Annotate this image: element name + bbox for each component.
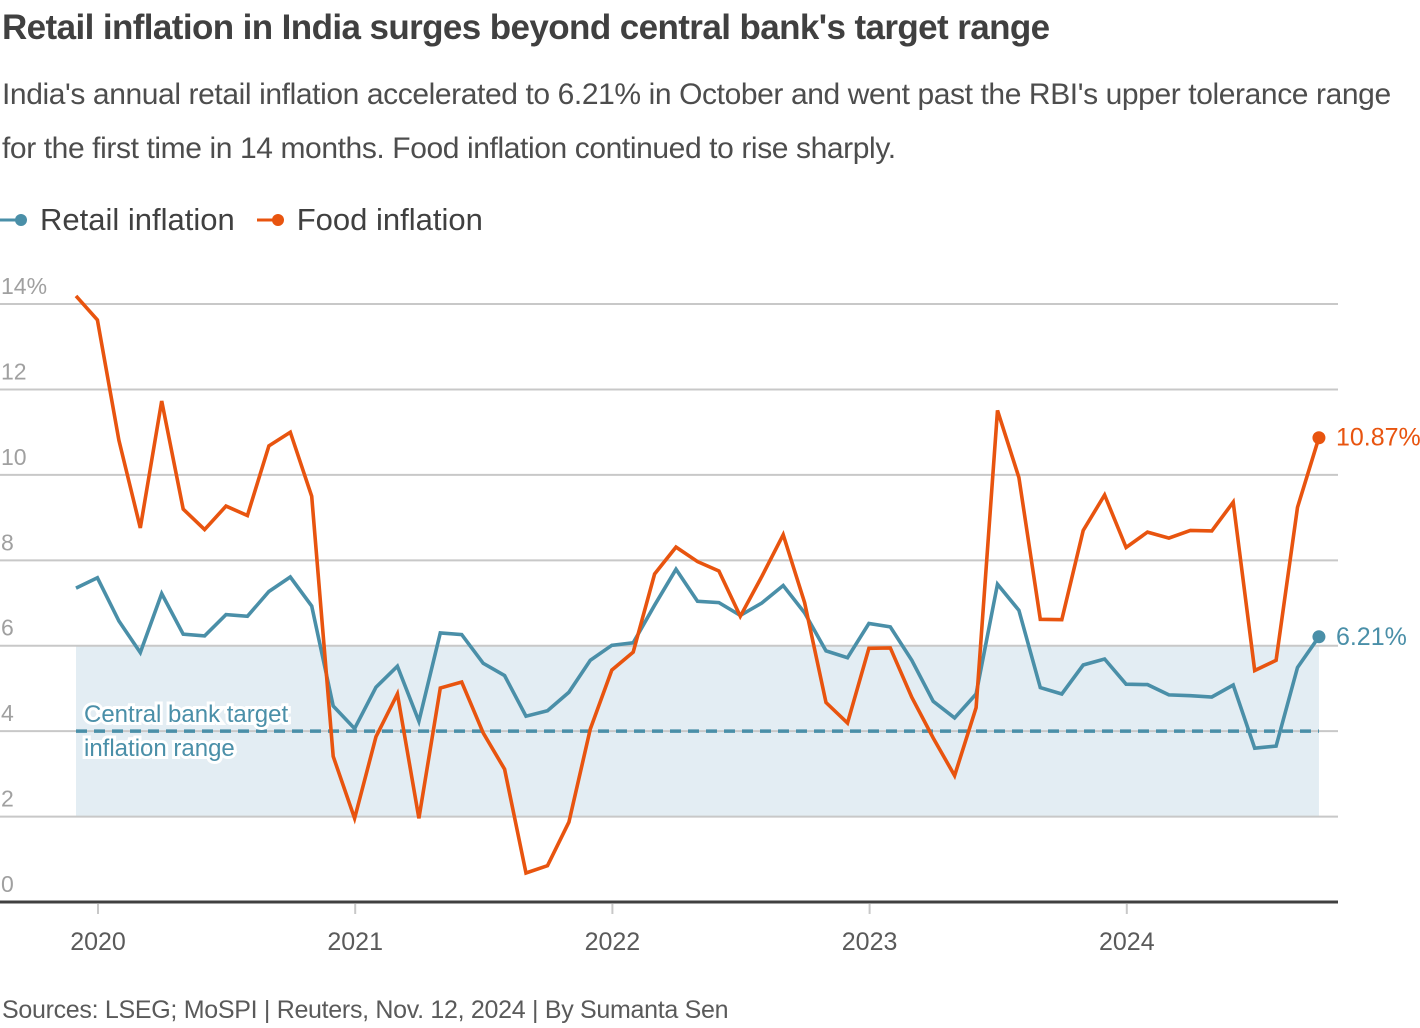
end-labels: 6.21% 10.87%	[1336, 424, 1420, 651]
x-tick-label: 2024	[1099, 928, 1155, 956]
y-axis-labels: 0 2 4 6 8 10 12 14%	[1, 273, 47, 897]
legend-item-retail: Retail inflation	[0, 202, 235, 238]
legend-item-food: Food inflation	[256, 202, 483, 238]
x-axis: 2020 2021 2022 2023 2024	[0, 900, 1338, 956]
x-tick-label: 2020	[70, 928, 126, 956]
end-point-marker	[1312, 431, 1326, 445]
y-tick-label: 4	[1, 700, 14, 726]
chart-subtitle: India's annual retail inflation accelera…	[2, 78, 1391, 165]
x-tick-label: 2021	[327, 928, 383, 956]
line-dot-icon	[0, 214, 27, 226]
legend-label: Food inflation	[296, 202, 483, 237]
y-tick-label: 12	[1, 358, 27, 384]
series-line-food-inflation	[74, 294, 1321, 876]
line-dot-icon	[256, 214, 284, 226]
source-note: Sources: LSEG; MoSPI | Reuters, Nov. 12,…	[2, 996, 729, 1024]
y-tick-label: 14%	[1, 273, 47, 299]
y-tick-label: 8	[1, 529, 14, 555]
end-value-label: 6.21%	[1336, 623, 1407, 651]
end-value-label: 10.87%	[1336, 424, 1420, 452]
end-point-marker	[1312, 630, 1326, 644]
legend-label: Retail inflation	[40, 202, 235, 237]
chart-title: Retail inflation in India surges beyond …	[2, 8, 1050, 47]
band-annotation-line1: Central bank target	[84, 701, 288, 728]
y-tick-label: 2	[1, 786, 14, 812]
y-tick-label: 0	[1, 871, 14, 897]
legend: Retail inflation Food inflation	[0, 198, 505, 242]
series-layer	[74, 294, 1326, 876]
y-tick-label: 6	[1, 615, 14, 641]
band-annotation-line2: inflation range	[84, 735, 235, 762]
series-line-retail-inflation	[75, 565, 1321, 751]
y-tick-label: 10	[1, 444, 27, 470]
x-tick-label: 2023	[842, 928, 898, 956]
x-tick-label: 2022	[585, 928, 641, 956]
annotation-layer: Central bank target inflation range	[81, 698, 291, 765]
